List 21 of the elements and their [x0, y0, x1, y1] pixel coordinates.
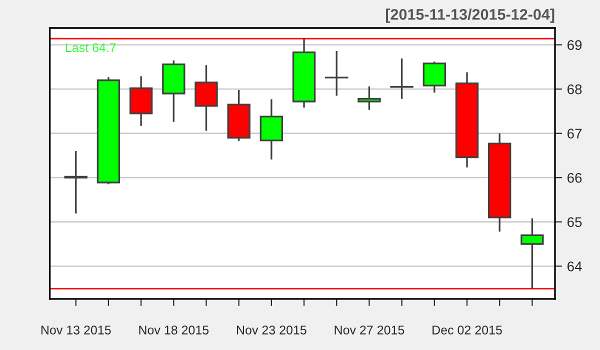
y-tick-label: 64 — [568, 261, 582, 272]
candlestick — [64, 150, 88, 214]
x-tick-label: Nov 23 2015 — [237, 326, 306, 334]
y-tick-label: 66 — [568, 172, 582, 183]
candlestick — [325, 50, 348, 97]
x-tick-label: Nov 27 2015 — [334, 326, 404, 334]
y-tick-label: 65 — [568, 217, 582, 228]
candlestick — [390, 58, 414, 100]
y-tick-label: 67 — [568, 128, 582, 139]
candlestick — [520, 218, 544, 290]
candlestick — [260, 98, 284, 160]
candlestick — [358, 86, 381, 111]
y-tick-label: 68 — [568, 84, 582, 94]
x-tick-label: Dec 02 2015 — [432, 326, 502, 334]
x-tick-label: Nov 18 2015 — [139, 326, 209, 334]
y-tick-label: 69 — [568, 40, 582, 50]
annotation: Last 64.7 — [66, 43, 116, 52]
x-tick-label: Nov 13 2015 — [41, 326, 111, 334]
candlestick — [422, 60, 446, 94]
chart-title: [2015-11-13/2015-12-04] — [386, 8, 554, 23]
candlestick — [194, 64, 218, 132]
